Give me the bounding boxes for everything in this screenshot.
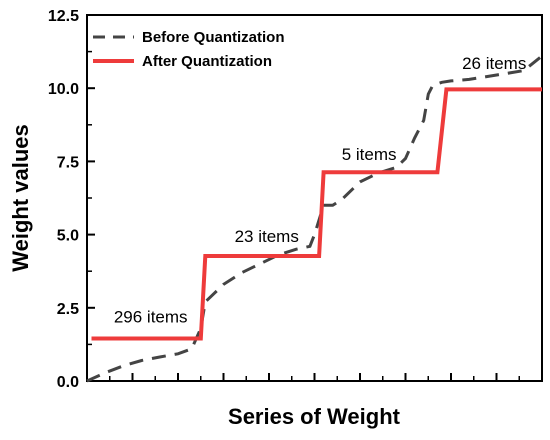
x-axis-title: Series of Weight bbox=[228, 404, 401, 429]
annotation-label: 23 items bbox=[235, 227, 299, 246]
x-axis-ticks bbox=[109, 373, 520, 381]
annotation-label: 26 items bbox=[462, 54, 526, 73]
series-layer bbox=[86, 54, 543, 383]
annotation-label: 5 items bbox=[342, 145, 397, 164]
series-line-before-quantization bbox=[86, 54, 543, 383]
y-tick-label: 2.5 bbox=[57, 301, 79, 318]
y-tick-label: 12.5 bbox=[48, 8, 79, 25]
y-tick-label: 5.0 bbox=[57, 228, 79, 245]
y-axis-title: Weight values bbox=[8, 124, 33, 272]
y-tick-label: 0.0 bbox=[57, 374, 79, 391]
y-axis-ticks: 0.0 2.5 5.0 7.5 10.0 12.5 bbox=[48, 8, 95, 391]
legend-label-before: Before Quantization bbox=[142, 29, 285, 46]
legend: Before Quantization After Quantization bbox=[93, 29, 285, 70]
legend-label-after: After Quantization bbox=[142, 53, 272, 70]
y-tick-label: 7.5 bbox=[57, 154, 79, 171]
series-line-after-quantization bbox=[91, 87, 542, 341]
annotation-layer: 296 items 23 items 5 items 26 items bbox=[114, 54, 527, 326]
annotation-label: 296 items bbox=[114, 307, 188, 326]
y-tick-label: 10.0 bbox=[48, 81, 79, 98]
